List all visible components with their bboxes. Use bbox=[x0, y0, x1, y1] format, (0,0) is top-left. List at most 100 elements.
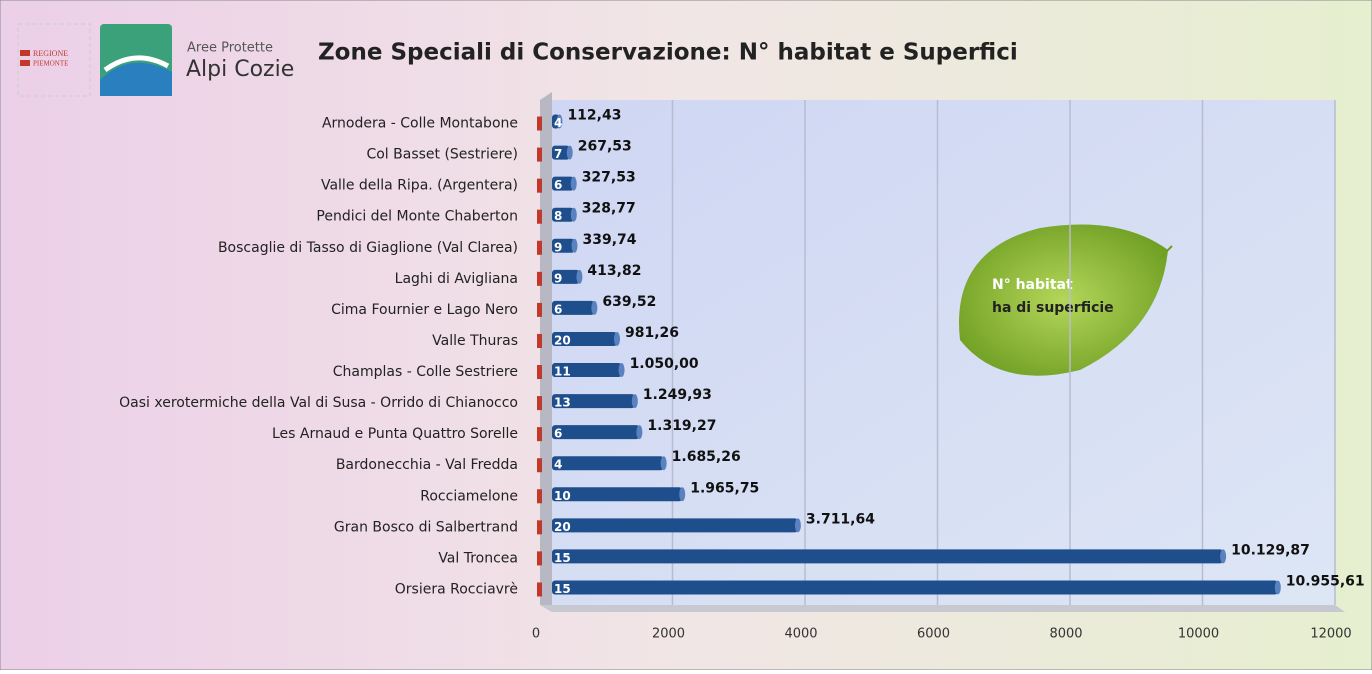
bar-cap bbox=[1275, 580, 1281, 594]
bar-cap bbox=[795, 518, 801, 532]
bar bbox=[537, 489, 538, 503]
data-label: 267,53 bbox=[578, 139, 632, 155]
bar bbox=[552, 487, 682, 501]
y-tick-label: Pendici del Monte Chaberton bbox=[316, 209, 518, 225]
bar-cap bbox=[591, 301, 597, 315]
data-label: 6 bbox=[554, 302, 562, 316]
data-label: 1.050,00 bbox=[630, 356, 699, 372]
bar-cap bbox=[614, 332, 620, 346]
y-tick-label: Gran Bosco di Salbertrand bbox=[334, 519, 518, 535]
x-tick-label: 12000 bbox=[1310, 627, 1351, 642]
legend-label: N° habitat bbox=[992, 277, 1073, 293]
data-label: 9 bbox=[554, 271, 562, 285]
data-label: 9 bbox=[554, 240, 562, 254]
bar-cap bbox=[571, 177, 577, 191]
data-label: 1.965,75 bbox=[690, 480, 759, 496]
region-flag bbox=[20, 50, 30, 56]
plot-floor bbox=[540, 605, 1345, 612]
y-tick-label: Laghi di Avigliana bbox=[395, 271, 518, 287]
legend-label: ha di superficie bbox=[992, 300, 1114, 316]
data-label: 112,43 bbox=[567, 108, 621, 124]
x-tick-label: 4000 bbox=[784, 627, 817, 642]
bar-cap bbox=[537, 210, 542, 224]
y-tick-label: Col Basset (Sestriere) bbox=[366, 147, 518, 163]
bar bbox=[537, 551, 538, 565]
x-tick-label: 8000 bbox=[1049, 627, 1082, 642]
data-label: 8 bbox=[554, 209, 562, 223]
data-label: 10.129,87 bbox=[1231, 542, 1310, 558]
y-tick-label: Rocciamelone bbox=[420, 488, 518, 504]
bar bbox=[537, 520, 538, 534]
bar-cap bbox=[537, 489, 542, 503]
region-text: REGIONE bbox=[33, 49, 68, 58]
bar bbox=[537, 334, 538, 348]
bar-cap bbox=[1220, 549, 1226, 563]
bar bbox=[552, 580, 1278, 594]
y-tick-label: Bardonecchia - Val Fredda bbox=[336, 457, 518, 473]
data-label: 10 bbox=[554, 489, 571, 503]
park-subtitle: Aree Protette bbox=[187, 41, 273, 56]
bar-cap bbox=[537, 179, 542, 193]
y-tick-label: Orsiera Rocciavrè bbox=[395, 581, 518, 597]
data-label: 413,82 bbox=[587, 263, 641, 279]
data-label: 639,52 bbox=[602, 294, 656, 310]
bar bbox=[537, 396, 538, 410]
data-label: 15 bbox=[554, 551, 571, 565]
park-name: Alpi Cozie bbox=[186, 57, 294, 82]
data-label: 6 bbox=[554, 178, 562, 192]
data-label: 339,74 bbox=[583, 232, 637, 248]
bar bbox=[537, 210, 538, 224]
y-tick-label: Cima Fournier e Lago Nero bbox=[331, 302, 518, 318]
x-tick-label: 6000 bbox=[917, 627, 950, 642]
bar-cap bbox=[679, 487, 685, 501]
bar-cap bbox=[537, 117, 542, 131]
data-label: 1.685,26 bbox=[672, 449, 741, 465]
data-label: 4 bbox=[554, 458, 562, 472]
bar-cap bbox=[619, 363, 625, 377]
bar-cap bbox=[537, 303, 542, 317]
y-tick-label: Champlas - Colle Sestriere bbox=[333, 364, 518, 380]
data-label: 328,77 bbox=[582, 201, 636, 217]
bar bbox=[537, 241, 538, 255]
y-tick-label: Boscaglie di Tasso di Giaglione (Val Cla… bbox=[218, 240, 518, 256]
y-tick-label: Val Troncea bbox=[438, 550, 518, 566]
chart-title: Zone Speciali di Conservazione: N° habit… bbox=[318, 40, 1018, 66]
region-text: PIEMONTE bbox=[33, 60, 68, 68]
y-tick-label: Arnodera - Colle Montabone bbox=[322, 116, 518, 132]
data-label: 1.319,27 bbox=[647, 418, 716, 434]
y-tick-label: Oasi xerotermiche della Val di Susa - Or… bbox=[119, 395, 518, 411]
bar-cap bbox=[537, 148, 542, 162]
x-tick-label: 2000 bbox=[652, 627, 685, 642]
bar-cap bbox=[636, 425, 642, 439]
data-label: 11 bbox=[554, 365, 571, 379]
data-label: 3.711,64 bbox=[806, 511, 875, 527]
bar-cap bbox=[537, 241, 542, 255]
bar bbox=[552, 425, 639, 439]
bar bbox=[552, 518, 798, 532]
bar-cap bbox=[572, 239, 578, 253]
y-tick-label: Les Arnaud e Punta Quattro Sorelle bbox=[272, 426, 518, 442]
data-label: 327,53 bbox=[582, 170, 636, 186]
data-label: 20 bbox=[554, 333, 571, 347]
data-label: 20 bbox=[554, 520, 571, 534]
data-label: 1.249,93 bbox=[643, 387, 712, 403]
y-tick-label: Valle Thuras bbox=[432, 333, 518, 349]
x-tick-label: 10000 bbox=[1178, 627, 1219, 642]
data-label: 7 bbox=[554, 147, 562, 161]
bar bbox=[537, 365, 538, 379]
bar bbox=[552, 549, 1223, 563]
data-label: 6 bbox=[554, 427, 562, 441]
x-tick-label: 0 bbox=[532, 627, 540, 642]
data-label: 10.955,61 bbox=[1286, 573, 1365, 589]
bar bbox=[537, 582, 538, 596]
data-label: 15 bbox=[554, 582, 571, 596]
bar-cap bbox=[537, 365, 542, 379]
bar bbox=[537, 272, 538, 286]
data-label: 4 bbox=[554, 116, 562, 130]
bar-cap bbox=[571, 208, 577, 222]
data-label: 13 bbox=[554, 396, 571, 410]
bar-cap bbox=[632, 394, 638, 408]
bar bbox=[552, 456, 664, 470]
bar-cap bbox=[537, 427, 542, 441]
